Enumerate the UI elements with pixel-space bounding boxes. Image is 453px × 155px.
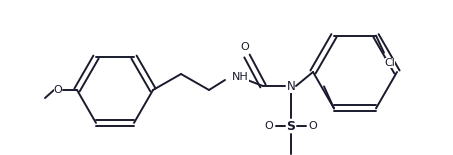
Text: N: N	[287, 80, 295, 93]
Text: S: S	[286, 120, 295, 133]
Text: NH: NH	[232, 72, 249, 82]
Text: O: O	[308, 121, 318, 131]
Text: O: O	[53, 85, 63, 95]
Text: Cl: Cl	[385, 58, 395, 68]
Text: O: O	[241, 42, 249, 52]
Text: O: O	[265, 121, 273, 131]
